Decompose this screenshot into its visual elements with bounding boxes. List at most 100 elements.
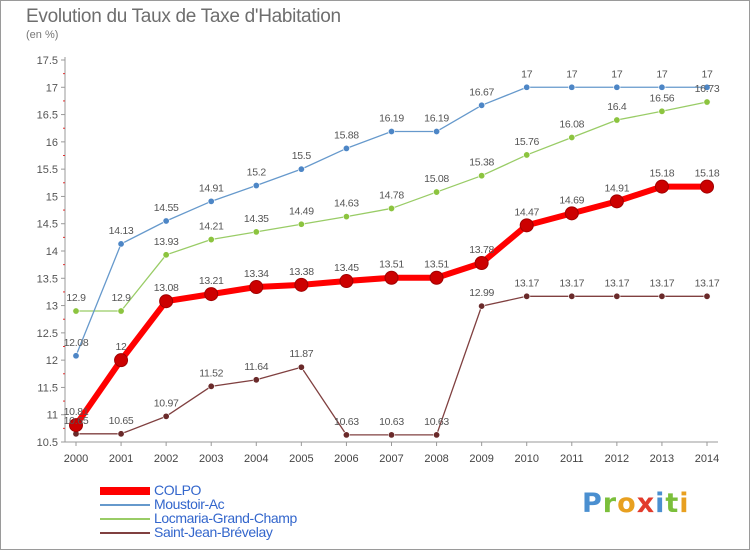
data-point <box>297 220 305 228</box>
data-label: 10.81 <box>64 406 89 418</box>
data-point <box>654 179 669 194</box>
data-label: 14.69 <box>559 194 584 206</box>
data-label: 17 <box>701 68 713 80</box>
data-point <box>658 292 666 300</box>
data-label: 15.18 <box>695 168 720 180</box>
data-label: 12 <box>116 341 128 353</box>
data-label: 16.73 <box>695 83 720 95</box>
x-tick-label: 2013 <box>650 453 674 465</box>
data-label: 12.99 <box>469 287 494 299</box>
x-tick-label: 2005 <box>289 453 313 465</box>
data-label: 13.34 <box>244 268 269 280</box>
data-point <box>478 172 486 180</box>
data-label: 13.45 <box>334 262 359 274</box>
data-point <box>703 98 711 106</box>
data-point <box>658 107 666 115</box>
data-label: 14.49 <box>289 205 314 217</box>
data-point <box>207 382 215 390</box>
data-label: 14.55 <box>154 202 179 214</box>
data-label: 17 <box>611 68 623 80</box>
data-point <box>387 127 395 135</box>
brand-letter: i <box>679 488 690 519</box>
data-point <box>294 277 309 292</box>
data-point <box>342 431 350 439</box>
data-point <box>433 127 441 135</box>
data-point <box>114 353 129 368</box>
data-point <box>162 251 170 259</box>
data-label: 13.78 <box>469 244 494 256</box>
data-point <box>249 280 264 295</box>
data-label: 15.5 <box>292 150 312 162</box>
data-point <box>613 292 621 300</box>
data-point <box>252 228 260 236</box>
data-label: 14.21 <box>199 221 224 233</box>
data-point <box>474 256 489 271</box>
data-point <box>519 218 534 233</box>
data-label: 10.65 <box>64 415 89 427</box>
data-label: 10.97 <box>154 397 179 409</box>
x-tick-label: 2000 <box>64 453 88 465</box>
data-point <box>613 116 621 124</box>
legend-label: Locmaria-Grand-Champ <box>154 510 297 526</box>
x-tick-label: 2006 <box>334 453 358 465</box>
y-tick-label: 11.5 <box>37 382 58 394</box>
data-point <box>162 412 170 420</box>
x-tick-label: 2012 <box>605 453 629 465</box>
y-tick-label: 15 <box>46 191 58 203</box>
data-label: 15.08 <box>424 173 449 185</box>
y-tick-label: 14.5 <box>37 219 58 231</box>
y-tick-label: 10.5 <box>37 437 58 449</box>
data-label: 15.18 <box>650 168 675 180</box>
data-label: 14.63 <box>334 198 359 210</box>
data-label: 11.64 <box>244 361 268 373</box>
chart-unit-label: (en %) <box>26 29 59 41</box>
data-label: 12.08 <box>64 337 89 349</box>
y-tick-label: 13 <box>46 301 58 313</box>
x-tick-label: 2011 <box>560 453 584 465</box>
data-label: 10.63 <box>424 416 449 428</box>
y-tick-label: 11 <box>47 410 58 422</box>
data-point <box>69 418 83 433</box>
data-point <box>252 376 260 384</box>
data-label: 13.51 <box>424 259 449 271</box>
data-point <box>523 83 531 91</box>
data-point <box>207 236 215 244</box>
y-tick-label: 16.5 <box>37 110 58 122</box>
data-label: 13.93 <box>154 236 179 248</box>
data-label: 17 <box>521 68 533 80</box>
y-tick-label: 12 <box>46 355 58 367</box>
data-label: 14.47 <box>514 206 539 218</box>
data-point <box>700 179 714 194</box>
data-point <box>204 287 219 302</box>
x-tick-label: 2002 <box>154 453 178 465</box>
data-point <box>703 83 711 91</box>
data-label: 13.08 <box>154 282 179 294</box>
chart-title: Evolution du Taux de Taxe d'Habitation <box>26 6 341 27</box>
data-label: 13.17 <box>559 277 584 289</box>
data-label: 14.91 <box>199 182 224 194</box>
data-point <box>568 292 576 300</box>
x-tick-label: 2004 <box>244 453 268 465</box>
y-tick-label: 15.5 <box>37 164 58 176</box>
data-point <box>384 270 399 285</box>
y-tick-label: 17.5 <box>37 55 58 67</box>
data-label: 15.76 <box>514 136 539 148</box>
data-label: 13.21 <box>199 275 224 287</box>
brand-letter: P <box>582 488 603 519</box>
data-point <box>342 213 350 221</box>
y-tick-label: 14 <box>46 246 58 258</box>
data-point <box>72 352 80 360</box>
series-line-1 <box>75 86 707 357</box>
brand-letter: o <box>617 488 637 519</box>
series-line-3 <box>76 295 707 436</box>
data-point <box>564 206 579 221</box>
data-point <box>568 133 576 141</box>
data-label: 13.51 <box>379 259 404 271</box>
data-label: 15.88 <box>334 129 359 141</box>
data-label: 12.9 <box>66 292 86 304</box>
brand-letter: x <box>636 488 656 519</box>
data-label: 16.08 <box>559 118 584 130</box>
data-label: 16.4 <box>607 101 627 113</box>
data-point <box>159 294 174 309</box>
